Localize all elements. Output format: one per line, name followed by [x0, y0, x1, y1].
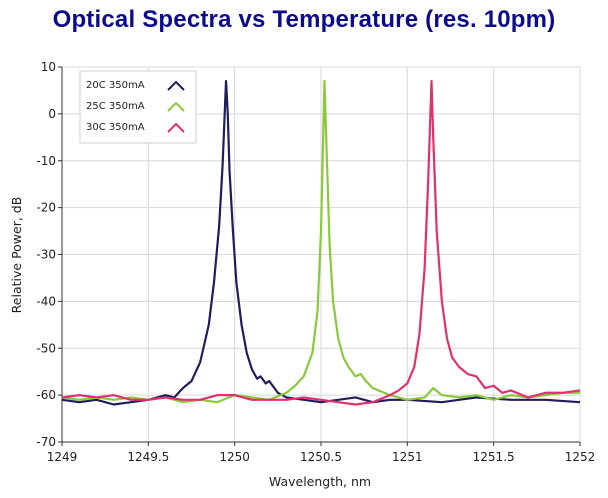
series-line-30c-350ma: [61, 79, 581, 406]
series-line-20c-350ma: [61, 79, 581, 406]
y-axis-label: Relative Power, dB: [9, 197, 24, 314]
legend-label: 20C 350mA: [86, 80, 145, 91]
x-tick-label: 1250: [219, 450, 250, 464]
y-tick-label: 10: [41, 60, 56, 74]
y-tick-label: -70: [36, 435, 56, 449]
y-tick-label: 0: [48, 107, 56, 121]
legend-marker: [167, 122, 185, 133]
x-tick-label: 1252: [565, 450, 596, 464]
y-tick-label: -40: [36, 294, 56, 308]
legend: 20C 350mA 25C 350mA 30C 350mA: [79, 70, 197, 144]
y-tick-label: -20: [36, 201, 56, 215]
y-tick-label: -50: [36, 341, 56, 355]
x-tick-label: 1249.5: [127, 450, 169, 464]
legend-marker: [167, 80, 185, 91]
series-line-25c-350ma: [61, 79, 580, 404]
legend-marker: [167, 101, 185, 112]
series-lines: [61, 79, 581, 406]
x-tick-label: 1250.5: [300, 450, 342, 464]
chart-title: Optical Spectra vs Temperature (res. 10p…: [52, 6, 556, 33]
y-tick-label: -60: [36, 388, 56, 402]
legend-label: 25C 350mA: [86, 101, 145, 112]
x-axis-label: Wavelength, nm: [269, 474, 371, 489]
x-tick-label: 1251.5: [473, 450, 515, 464]
x-tick-label: 1251: [392, 450, 423, 464]
y-tick-label: -10: [36, 154, 56, 168]
y-tick-label: -30: [36, 248, 56, 262]
x-tick-label: 1249: [47, 450, 78, 464]
legend-label: 30C 350mA: [86, 122, 145, 133]
